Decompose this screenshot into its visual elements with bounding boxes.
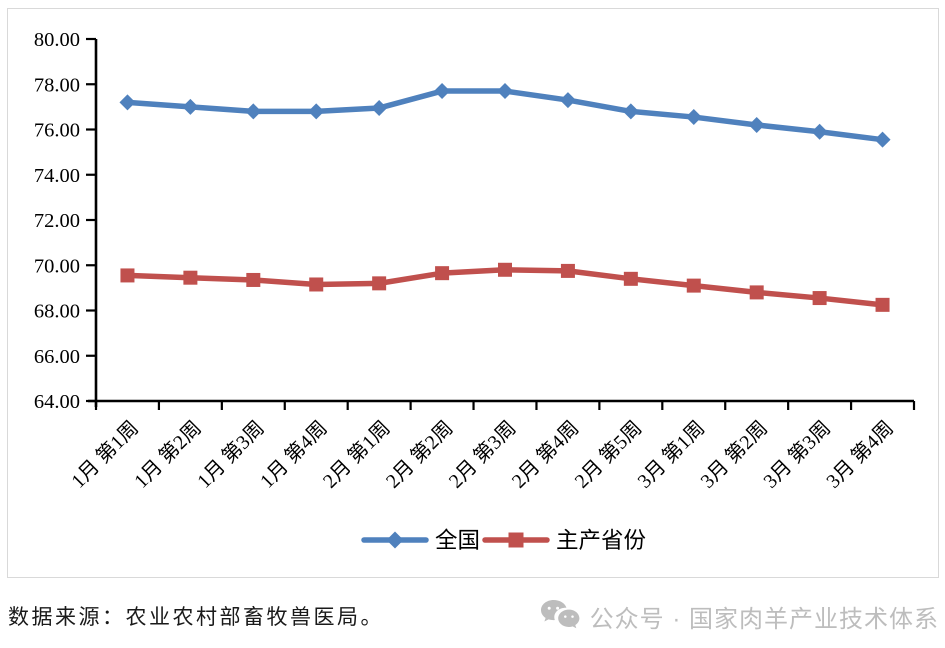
y-tick-label: 78.00 bbox=[34, 74, 80, 96]
data-point-marker bbox=[497, 83, 513, 100]
data-point-marker bbox=[623, 271, 638, 286]
data-point-marker bbox=[246, 272, 261, 287]
data-point-marker bbox=[811, 123, 828, 140]
data-point-marker bbox=[119, 94, 136, 111]
footer: 数据来源：农业农村部畜牧兽医局。 公众号 · 国家肉羊产业技术体系 bbox=[0, 592, 945, 640]
x-tick-label: 2月 第2周 bbox=[381, 416, 457, 492]
data-point-marker bbox=[245, 103, 262, 120]
data-point-marker bbox=[386, 531, 404, 549]
series-national bbox=[119, 83, 891, 148]
data-point-marker bbox=[749, 285, 764, 300]
legend-label: 全国 bbox=[435, 528, 480, 553]
x-tick-label: 1月 第3周 bbox=[192, 416, 268, 492]
y-tick-label: 70.00 bbox=[34, 255, 80, 277]
data-point-marker bbox=[308, 103, 325, 120]
x-tick-label: 3月 第2周 bbox=[696, 416, 772, 492]
data-point-marker bbox=[182, 98, 199, 115]
x-tick-label: 3月 第3周 bbox=[759, 416, 835, 492]
y-tick-label: 74.00 bbox=[34, 165, 80, 187]
x-axis bbox=[88, 399, 916, 410]
data-point-marker bbox=[120, 268, 135, 283]
data-point-marker bbox=[183, 270, 198, 285]
data-point-marker bbox=[559, 92, 576, 109]
y-tick-label: 68.00 bbox=[34, 301, 80, 323]
y-tick-label: 72.00 bbox=[34, 210, 80, 232]
chart-frame: 80.00 78.00 76.00 74.00 72.00 70.00 68.00 66.00… bbox=[7, 8, 939, 578]
x-tick-label: 1月 第2周 bbox=[130, 416, 206, 492]
wechat-watermark-text: 公众号 · 国家肉羊产业技术体系 bbox=[589, 605, 939, 633]
y-tick-label: 76.00 bbox=[34, 120, 80, 142]
data-point-marker bbox=[686, 278, 701, 293]
y-tick-label: 64.00 bbox=[34, 391, 80, 413]
wechat-icon bbox=[540, 600, 580, 629]
x-tick-label: 2月 第5周 bbox=[570, 416, 646, 492]
data-source-note: 数据来源：农业农村部畜牧兽医局。 bbox=[8, 605, 384, 629]
data-point-marker bbox=[874, 131, 891, 148]
data-point-marker bbox=[434, 83, 451, 100]
wechat-watermark: 公众号 · 国家肉羊产业技术体系 bbox=[539, 599, 939, 634]
data-point-marker bbox=[560, 263, 575, 278]
data-point-marker bbox=[508, 532, 524, 548]
data-point-marker bbox=[622, 103, 639, 120]
data-point-marker bbox=[309, 277, 324, 292]
series-main-provinces bbox=[120, 262, 890, 312]
x-tick-label: 3月 第4周 bbox=[822, 416, 898, 492]
x-tick-label: 1月 第1周 bbox=[67, 416, 143, 492]
data-point-marker bbox=[498, 262, 512, 277]
data-point-marker bbox=[685, 109, 702, 126]
price-line-chart: 80.00 78.00 76.00 74.00 72.00 70.00 68.00 66.00… bbox=[34, 29, 916, 553]
data-point-marker bbox=[371, 100, 388, 117]
y-tick-label: 66.00 bbox=[34, 346, 80, 368]
y-axis: 80.00 78.00 76.00 74.00 72.00 70.00 68.00 66.00… bbox=[34, 29, 98, 413]
legend-label: 主产省份 bbox=[556, 528, 646, 553]
data-point-marker bbox=[748, 116, 765, 133]
data-point-marker bbox=[435, 266, 450, 281]
data-point-marker bbox=[372, 276, 387, 291]
x-tick-label: 2月 第1周 bbox=[318, 416, 394, 492]
x-tick-label: 3月 第1周 bbox=[633, 416, 709, 492]
x-tick-label: 2月 第4周 bbox=[507, 416, 583, 492]
data-point-marker bbox=[812, 291, 827, 306]
chart-legend: 全国 主产省份 bbox=[361, 528, 646, 553]
x-tick-label: 2月 第3周 bbox=[444, 416, 520, 492]
data-point-marker bbox=[875, 297, 890, 312]
x-tick-label: 1月 第4周 bbox=[255, 416, 331, 492]
y-tick-label: 80.00 bbox=[34, 29, 80, 51]
